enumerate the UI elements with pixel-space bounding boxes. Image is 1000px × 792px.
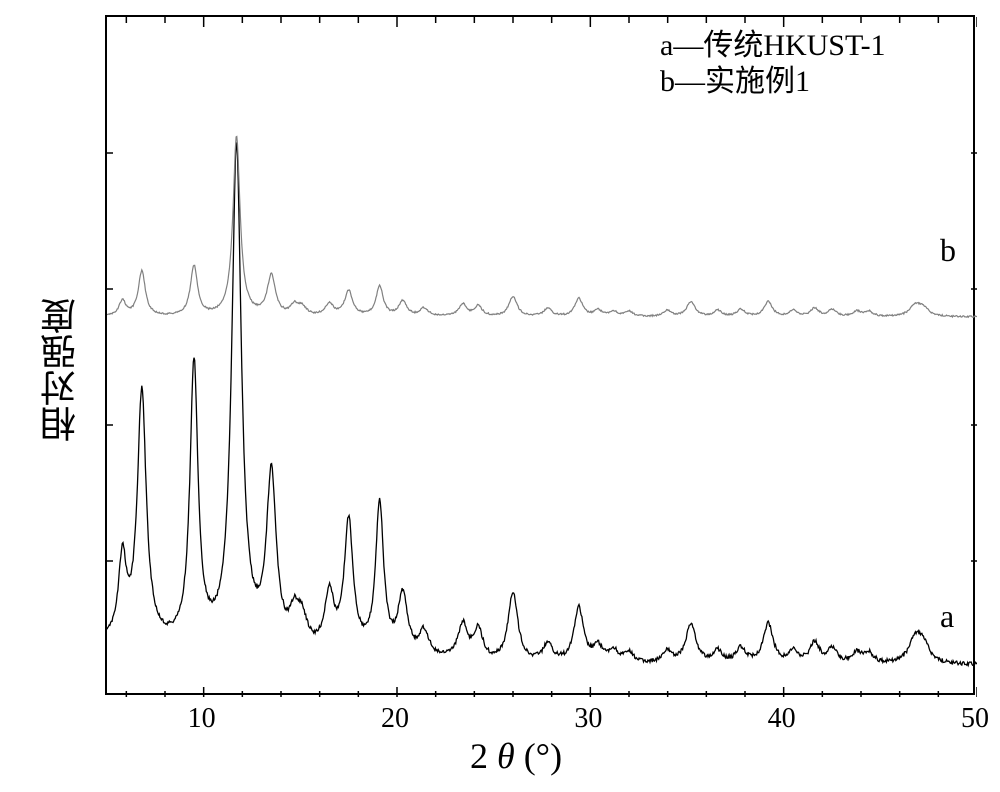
legend-line-b: b—实施例1 (660, 64, 886, 100)
xlabel-theta: θ (488, 736, 524, 776)
trace-label-b: b (940, 232, 956, 269)
x-axis-label: 2 θ (°) (470, 735, 562, 777)
trace-a (107, 143, 977, 666)
x-tick-50: 50 (961, 703, 989, 735)
x-tick-20: 20 (381, 703, 409, 735)
trace-label-a: a (940, 598, 954, 635)
xrd-chart: 相对强度 a—传统HKUST-1 b—实施例1 2 θ (°) b a 10 20 30… (0, 0, 1000, 792)
x-tick-10: 10 (188, 703, 216, 735)
plot-svg (107, 17, 977, 697)
xlabel-prefix: 2 (470, 736, 488, 776)
legend: a—传统HKUST-1 b—实施例1 (660, 28, 886, 100)
plot-area (105, 15, 975, 695)
x-tick-40: 40 (768, 703, 796, 735)
y-axis-label: 相对强度 (35, 230, 87, 510)
x-tick-30: 30 (574, 703, 602, 735)
xlabel-unit: (°) (524, 736, 562, 776)
legend-line-a: a—传统HKUST-1 (660, 28, 886, 64)
